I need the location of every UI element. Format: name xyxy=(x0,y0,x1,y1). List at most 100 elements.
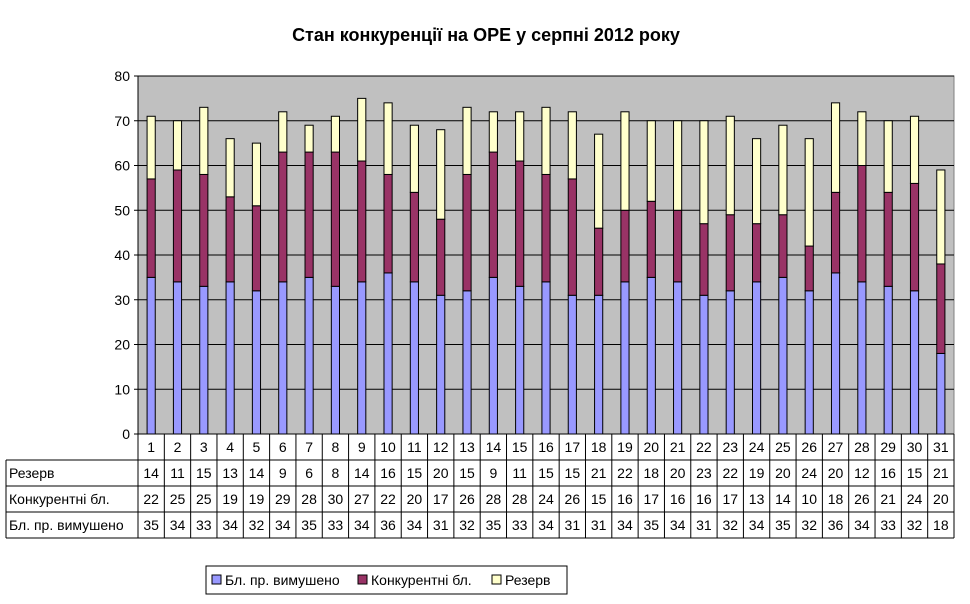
bar-segment-competitive xyxy=(646,200,656,278)
table-cell-value: 24 xyxy=(907,491,923,507)
bar-segment-competitive xyxy=(673,209,683,283)
bar-segment-reserve xyxy=(541,106,551,175)
bar-segment-forced xyxy=(936,352,946,435)
y-tick-label: 0 xyxy=(122,426,130,442)
table-cell-value: 36 xyxy=(380,517,396,533)
category-label: 30 xyxy=(907,439,923,455)
bar-segment-reserve xyxy=(699,120,709,225)
bar-segment-forced xyxy=(199,285,209,435)
table-cell-value: 18 xyxy=(933,517,949,533)
bar-segment-competitive xyxy=(436,218,446,296)
category-label: 31 xyxy=(933,439,949,455)
table-cell-value: 23 xyxy=(696,465,712,481)
bar-segment-reserve xyxy=(646,120,656,202)
table-cell-value: 32 xyxy=(722,517,738,533)
table-cell-value: 31 xyxy=(696,517,712,533)
table-cell-value: 33 xyxy=(196,517,212,533)
bar-segment-reserve xyxy=(594,133,604,229)
table-cell-value: 34 xyxy=(354,517,370,533)
legend-swatch xyxy=(211,574,222,585)
bar-segment-forced xyxy=(778,276,788,435)
plot-area: 0 10 20 30 40 50 60 70 80 xyxy=(114,68,955,442)
table-cell-value: 34 xyxy=(275,517,291,533)
table-cell-value: 28 xyxy=(512,491,528,507)
table-cell-value: 17 xyxy=(644,491,660,507)
bar-segment-reserve xyxy=(172,120,183,171)
table-cell-value: 14 xyxy=(249,465,265,481)
y-tick-label: 10 xyxy=(114,381,130,397)
bar-segment-competitive xyxy=(304,151,314,278)
category-label: 28 xyxy=(854,439,870,455)
table-cell-value: 26 xyxy=(565,491,581,507)
table-cell-value: 35 xyxy=(775,517,791,533)
bar-segment-competitive xyxy=(541,173,551,283)
bar-segment-reserve xyxy=(567,111,577,180)
table-cell-value: 24 xyxy=(538,491,554,507)
bar-segment-competitive xyxy=(251,205,262,292)
bar-segment-competitive xyxy=(199,173,209,287)
bar-segment-forced xyxy=(646,276,656,435)
bar-segment-forced xyxy=(699,294,709,435)
bar-segment-reserve xyxy=(830,102,841,193)
category-label: 17 xyxy=(565,439,581,455)
table-cell-value: 34 xyxy=(670,517,686,533)
bar-segment-forced xyxy=(225,281,235,435)
table-cell-value: 31 xyxy=(591,517,607,533)
bar-segment-forced xyxy=(909,290,920,435)
category-label: 18 xyxy=(591,439,607,455)
bar-segment-competitive xyxy=(278,151,288,283)
chart-title: Стан конкуренції на ОРЕ у серпні 2012 ро… xyxy=(292,25,680,45)
table-cell-value: 35 xyxy=(143,517,159,533)
bar-segment-reserve xyxy=(883,120,893,193)
y-tick-label: 20 xyxy=(114,337,130,353)
bar-segment-reserve xyxy=(909,115,920,184)
bar-segment-competitive xyxy=(172,169,183,283)
bar-segment-competitive xyxy=(752,223,762,283)
table-cell-value: 28 xyxy=(486,491,502,507)
table-cell-value: 19 xyxy=(749,465,765,481)
y-tick-label: 70 xyxy=(114,113,130,129)
table-cell-value: 29 xyxy=(275,491,291,507)
bar-segment-forced xyxy=(488,276,498,435)
y-tick-label: 30 xyxy=(114,292,130,308)
table-cell-value: 16 xyxy=(617,491,633,507)
table-cell-value: 9 xyxy=(279,465,287,481)
category-label: 1 xyxy=(147,439,155,455)
category-label: 5 xyxy=(253,439,261,455)
bar-segment-competitive xyxy=(515,160,525,287)
category-label: 24 xyxy=(749,439,765,455)
legend: Бл. пр. вимушено Конкурентні бл. Резерв xyxy=(205,565,568,595)
category-label: 22 xyxy=(696,439,712,455)
table-cell-value: 34 xyxy=(538,517,554,533)
legend-swatch xyxy=(357,574,368,585)
category-label: 21 xyxy=(670,439,686,455)
bar-segment-forced xyxy=(830,272,841,435)
table-cell-value: 16 xyxy=(696,491,712,507)
category-label: 6 xyxy=(279,439,287,455)
category-label: 13 xyxy=(459,439,475,455)
category-label: 3 xyxy=(200,439,208,455)
table-cell-value: 19 xyxy=(222,491,238,507)
table-cell-value: 32 xyxy=(907,517,923,533)
table-cell-value: 24 xyxy=(801,465,817,481)
bar-segment-competitive xyxy=(699,223,709,296)
bar-segment-reserve xyxy=(804,138,814,247)
table-cell-value: 20 xyxy=(407,491,423,507)
table-cell-value: 11 xyxy=(170,465,185,481)
category-label: 27 xyxy=(828,439,844,455)
y-tick-label: 60 xyxy=(114,158,130,174)
table-cell-value: 25 xyxy=(170,491,186,507)
table-cell-value: 33 xyxy=(880,517,896,533)
table-cell-value: 6 xyxy=(305,465,313,481)
category-label: 15 xyxy=(512,439,528,455)
table-cell-value: 34 xyxy=(749,517,765,533)
table-cell-value: 22 xyxy=(143,491,159,507)
table-cell-value: 34 xyxy=(222,517,238,533)
category-label: 12 xyxy=(433,439,449,455)
table-cell-value: 33 xyxy=(328,517,344,533)
category-label: 7 xyxy=(305,439,313,455)
bar-segment-reserve xyxy=(199,106,209,175)
category-label: 10 xyxy=(380,439,396,455)
bar-segment-forced xyxy=(857,281,867,435)
